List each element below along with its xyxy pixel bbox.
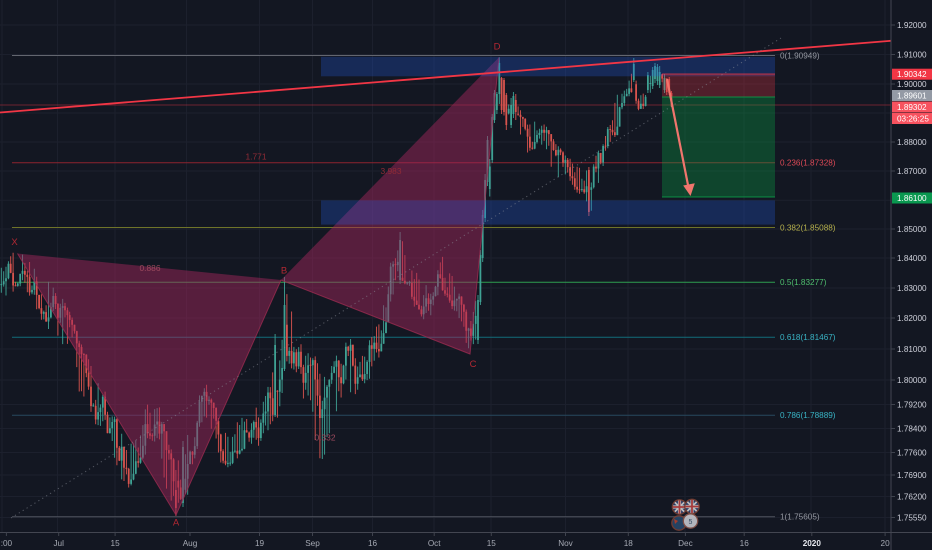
svg-text:B: B bbox=[281, 266, 287, 277]
svg-text:1.86100: 1.86100 bbox=[897, 194, 927, 203]
svg-text:1.88000: 1.88000 bbox=[897, 138, 927, 147]
svg-text:1.85000: 1.85000 bbox=[897, 225, 927, 234]
svg-text:0.332: 0.332 bbox=[315, 433, 336, 443]
svg-text:0.236(1.87328): 0.236(1.87328) bbox=[780, 159, 836, 168]
svg-text::00: :00 bbox=[1, 539, 13, 548]
svg-text:1.76900: 1.76900 bbox=[897, 471, 927, 480]
svg-text:03:26:25: 03:26:25 bbox=[897, 115, 929, 124]
svg-text:5: 5 bbox=[689, 519, 693, 526]
svg-text:1.89601: 1.89601 bbox=[897, 92, 927, 101]
svg-text:1.90000: 1.90000 bbox=[897, 80, 927, 89]
svg-text:2020: 2020 bbox=[803, 539, 822, 548]
svg-text:15: 15 bbox=[487, 539, 497, 548]
svg-text:C: C bbox=[470, 359, 477, 370]
svg-text:1.79200: 1.79200 bbox=[897, 401, 927, 410]
svg-text:Nov: Nov bbox=[558, 539, 573, 548]
svg-text:A: A bbox=[173, 518, 180, 529]
svg-text:Aug: Aug bbox=[183, 539, 198, 548]
svg-text:16: 16 bbox=[368, 539, 378, 548]
svg-text:16: 16 bbox=[740, 539, 750, 548]
svg-text:0.5(1.83277): 0.5(1.83277) bbox=[780, 278, 827, 287]
svg-text:0.382(1.85088): 0.382(1.85088) bbox=[780, 223, 836, 232]
svg-text:Sep: Sep bbox=[305, 539, 320, 548]
svg-text:1.84000: 1.84000 bbox=[897, 254, 927, 263]
svg-text:1.81000: 1.81000 bbox=[897, 345, 927, 354]
svg-text:0.786(1.78889): 0.786(1.78889) bbox=[780, 411, 836, 420]
svg-text:D: D bbox=[494, 41, 501, 52]
svg-text:1.89302: 1.89302 bbox=[897, 103, 927, 112]
svg-text:1.80000: 1.80000 bbox=[897, 376, 927, 385]
svg-text:1.77600: 1.77600 bbox=[897, 449, 927, 458]
svg-text:19: 19 bbox=[255, 539, 265, 548]
svg-text:1.90342: 1.90342 bbox=[897, 70, 927, 79]
svg-text:Jul: Jul bbox=[53, 539, 64, 548]
svg-text:1.82000: 1.82000 bbox=[897, 314, 927, 323]
svg-text:0.886: 0.886 bbox=[140, 263, 161, 273]
svg-text:1.92000: 1.92000 bbox=[897, 21, 927, 30]
svg-text:X: X bbox=[11, 237, 18, 248]
svg-text:1.76200: 1.76200 bbox=[897, 493, 927, 502]
svg-text:1.87000: 1.87000 bbox=[897, 167, 927, 176]
svg-text:3.983: 3.983 bbox=[381, 166, 402, 176]
svg-text:20: 20 bbox=[881, 539, 891, 548]
svg-text:1.91000: 1.91000 bbox=[897, 51, 927, 60]
svg-text:0(1.90949): 0(1.90949) bbox=[780, 51, 820, 60]
svg-text:1.771: 1.771 bbox=[246, 152, 267, 162]
svg-text:0.618(1.81467): 0.618(1.81467) bbox=[780, 333, 836, 342]
svg-text:1.83000: 1.83000 bbox=[897, 284, 927, 293]
svg-text:15: 15 bbox=[111, 539, 121, 548]
svg-text:18: 18 bbox=[624, 539, 634, 548]
svg-text:1(1.75605): 1(1.75605) bbox=[780, 513, 820, 522]
svg-text:1.78400: 1.78400 bbox=[897, 425, 927, 434]
svg-text:Dec: Dec bbox=[678, 539, 693, 548]
svg-text:Oct: Oct bbox=[428, 539, 441, 548]
svg-text:1.75550: 1.75550 bbox=[897, 514, 927, 523]
